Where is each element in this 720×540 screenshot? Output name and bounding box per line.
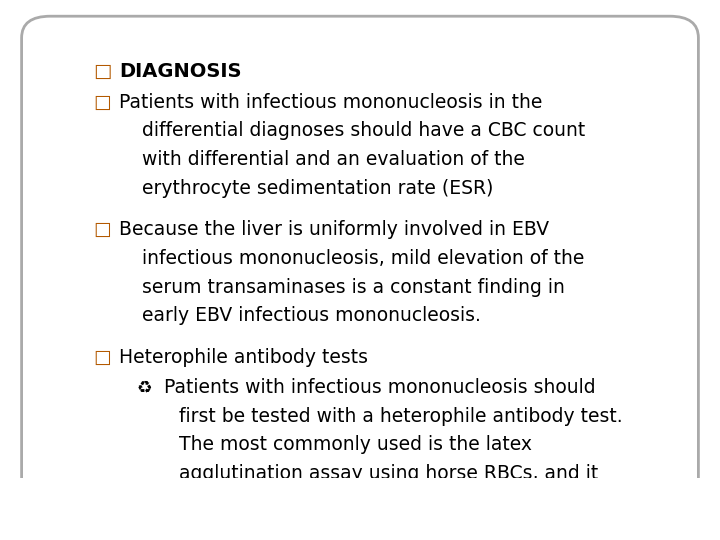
Text: The most commonly used is the latex: The most commonly used is the latex <box>179 435 531 454</box>
Text: with differential and an evaluation of the: with differential and an evaluation of t… <box>142 150 525 169</box>
Text: erythrocyte sedimentation rate (ESR): erythrocyte sedimentation rate (ESR) <box>142 179 493 198</box>
Text: □: □ <box>94 220 112 239</box>
Text: □: □ <box>94 62 112 81</box>
Text: DIAGNOSIS: DIAGNOSIS <box>119 62 241 81</box>
Text: Heterophile antibody tests: Heterophile antibody tests <box>119 348 368 367</box>
Text: infectious mononucleosis, mild elevation of the: infectious mononucleosis, mild elevation… <box>142 249 584 268</box>
FancyBboxPatch shape <box>0 478 720 540</box>
Text: Because the liver is uniformly involved in EBV: Because the liver is uniformly involved … <box>119 220 549 239</box>
Text: Patients with infectious mononucleosis in the: Patients with infectious mononucleosis i… <box>119 93 542 112</box>
FancyBboxPatch shape <box>22 16 698 518</box>
Text: agglutination assay using horse RBCs, and it: agglutination assay using horse RBCs, an… <box>179 464 598 483</box>
Text: first be tested with a heterophile antibody test.: first be tested with a heterophile antib… <box>179 407 622 426</box>
Text: differential diagnoses should have a CBC count: differential diagnoses should have a CBC… <box>142 122 585 140</box>
Text: early EBV infectious mononucleosis.: early EBV infectious mononucleosis. <box>142 306 481 325</box>
Text: ♻: ♻ <box>137 378 153 396</box>
Text: □: □ <box>94 348 112 367</box>
Text: □: □ <box>94 93 112 112</box>
Text: serum transaminases is a constant finding in: serum transaminases is a constant findin… <box>142 278 564 296</box>
Text: Patients with infectious mononucleosis should: Patients with infectious mononucleosis s… <box>164 378 595 397</box>
